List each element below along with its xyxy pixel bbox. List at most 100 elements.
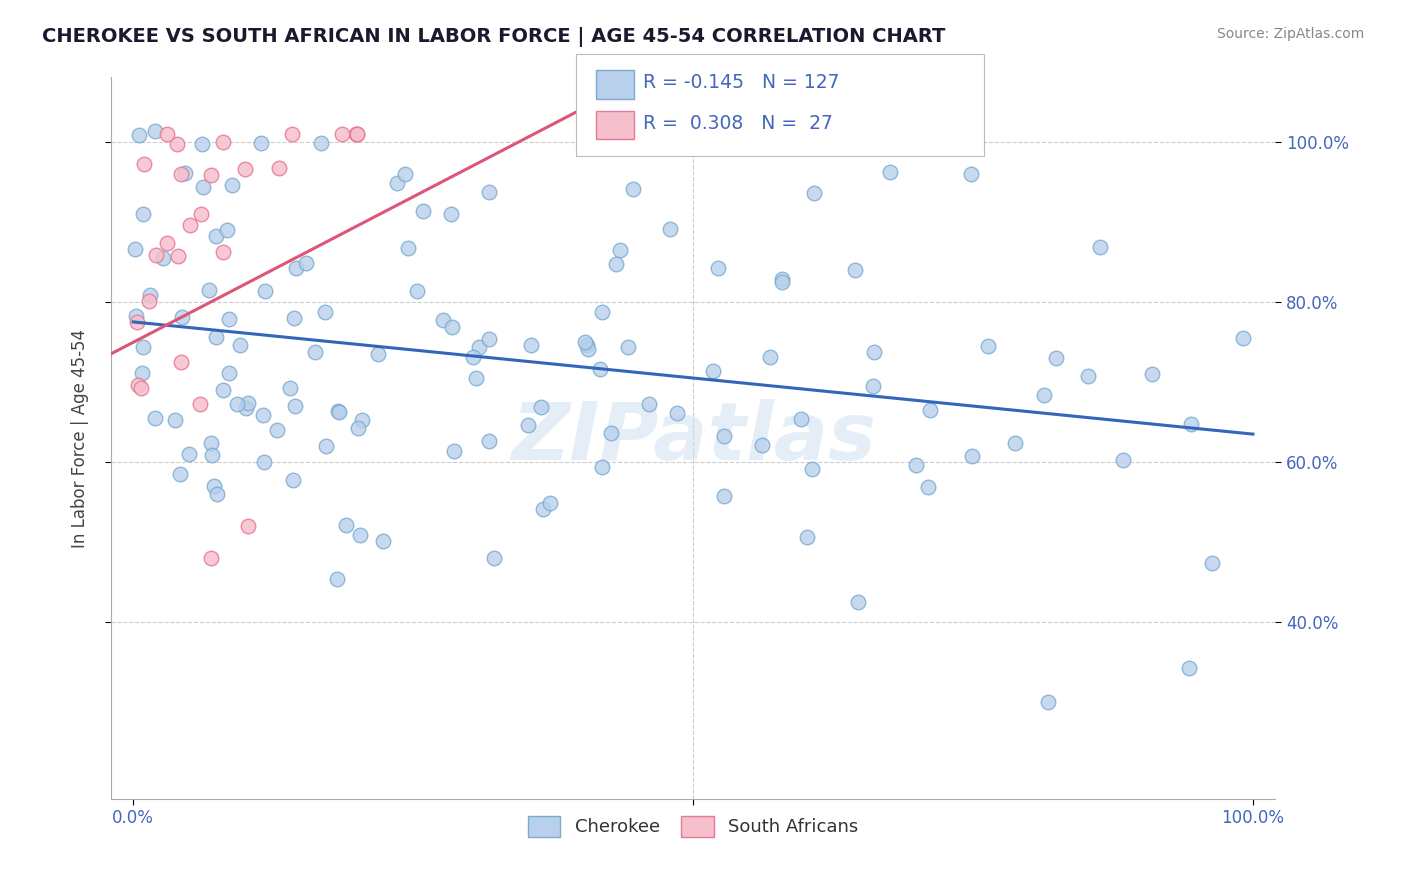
Point <box>576 342 599 356</box>
Point <box>156 236 179 251</box>
Point <box>862 378 884 392</box>
Point <box>253 284 276 298</box>
Point <box>201 448 224 462</box>
Point <box>976 339 998 353</box>
Point <box>530 400 553 414</box>
Text: Source: ZipAtlas.com: Source: ZipAtlas.com <box>1216 27 1364 41</box>
Point <box>124 242 146 256</box>
Point <box>177 447 200 461</box>
Point <box>1142 367 1164 381</box>
Point <box>387 176 409 190</box>
Point <box>1032 388 1054 402</box>
Point <box>621 182 644 196</box>
Point <box>770 275 793 289</box>
Point <box>917 480 939 494</box>
Point <box>131 366 153 380</box>
Point <box>920 403 942 417</box>
Point <box>167 249 190 263</box>
Point <box>207 487 229 501</box>
Point <box>190 207 212 221</box>
Point <box>218 366 240 380</box>
Point <box>346 127 368 141</box>
Point <box>145 248 167 262</box>
Point <box>844 262 866 277</box>
Point <box>229 338 252 352</box>
Point <box>531 502 554 516</box>
Point <box>373 533 395 548</box>
Point <box>441 320 464 334</box>
Point <box>226 397 249 411</box>
Text: R = -0.145   N = 127: R = -0.145 N = 127 <box>643 73 839 93</box>
Point <box>295 256 318 270</box>
Point <box>396 241 419 255</box>
Point <box>165 413 187 427</box>
Point <box>589 361 612 376</box>
Point <box>326 572 349 586</box>
Y-axis label: In Labor Force | Age 45-54: In Labor Force | Age 45-54 <box>72 328 89 548</box>
Point <box>311 136 333 150</box>
Point <box>170 310 193 325</box>
Point <box>197 283 219 297</box>
Text: R =  0.308   N =  27: R = 0.308 N = 27 <box>643 113 832 133</box>
Point <box>235 401 257 415</box>
Point <box>139 288 162 302</box>
Point <box>326 404 349 418</box>
Point <box>283 399 305 413</box>
Point <box>1004 435 1026 450</box>
Point <box>412 203 434 218</box>
Point <box>190 396 212 410</box>
Point <box>520 337 543 351</box>
Point <box>191 137 214 152</box>
Point <box>143 124 166 138</box>
Point <box>138 293 160 308</box>
Point <box>156 127 179 141</box>
Legend: Cherokee, South Africans: Cherokee, South Africans <box>520 809 866 844</box>
Point <box>482 551 505 566</box>
Point <box>846 595 869 609</box>
Point <box>283 311 305 326</box>
Point <box>468 340 491 354</box>
Point <box>266 423 288 437</box>
Point <box>960 449 983 463</box>
Point <box>131 381 153 395</box>
Point <box>132 207 155 221</box>
Point <box>1090 239 1112 253</box>
Point <box>801 461 824 475</box>
Point <box>440 207 463 221</box>
Point <box>131 340 153 354</box>
Point <box>125 309 148 323</box>
Point <box>193 179 215 194</box>
Point <box>758 350 780 364</box>
Point <box>212 245 235 260</box>
Point <box>211 135 233 149</box>
Point <box>443 444 465 458</box>
Point <box>432 313 454 327</box>
Point <box>233 162 256 177</box>
Point <box>478 332 501 346</box>
Point <box>250 136 273 150</box>
Point <box>278 381 301 395</box>
Point <box>174 165 197 179</box>
Point <box>638 397 661 411</box>
Point <box>215 223 238 237</box>
Point <box>1077 368 1099 383</box>
Point <box>252 409 274 423</box>
Point <box>205 329 228 343</box>
Point <box>152 251 174 265</box>
Point <box>200 551 222 566</box>
Point <box>796 530 818 544</box>
Point <box>1036 695 1059 709</box>
Point <box>221 178 243 192</box>
Point <box>1178 661 1201 675</box>
Point <box>1232 331 1254 345</box>
Point <box>617 340 640 354</box>
Point <box>461 350 484 364</box>
Point <box>904 458 927 473</box>
Point <box>127 377 149 392</box>
Point <box>478 434 501 448</box>
Point <box>803 186 825 201</box>
Point <box>328 405 350 419</box>
Text: ZIPatlas: ZIPatlas <box>510 399 876 477</box>
Point <box>200 435 222 450</box>
Point <box>253 455 276 469</box>
